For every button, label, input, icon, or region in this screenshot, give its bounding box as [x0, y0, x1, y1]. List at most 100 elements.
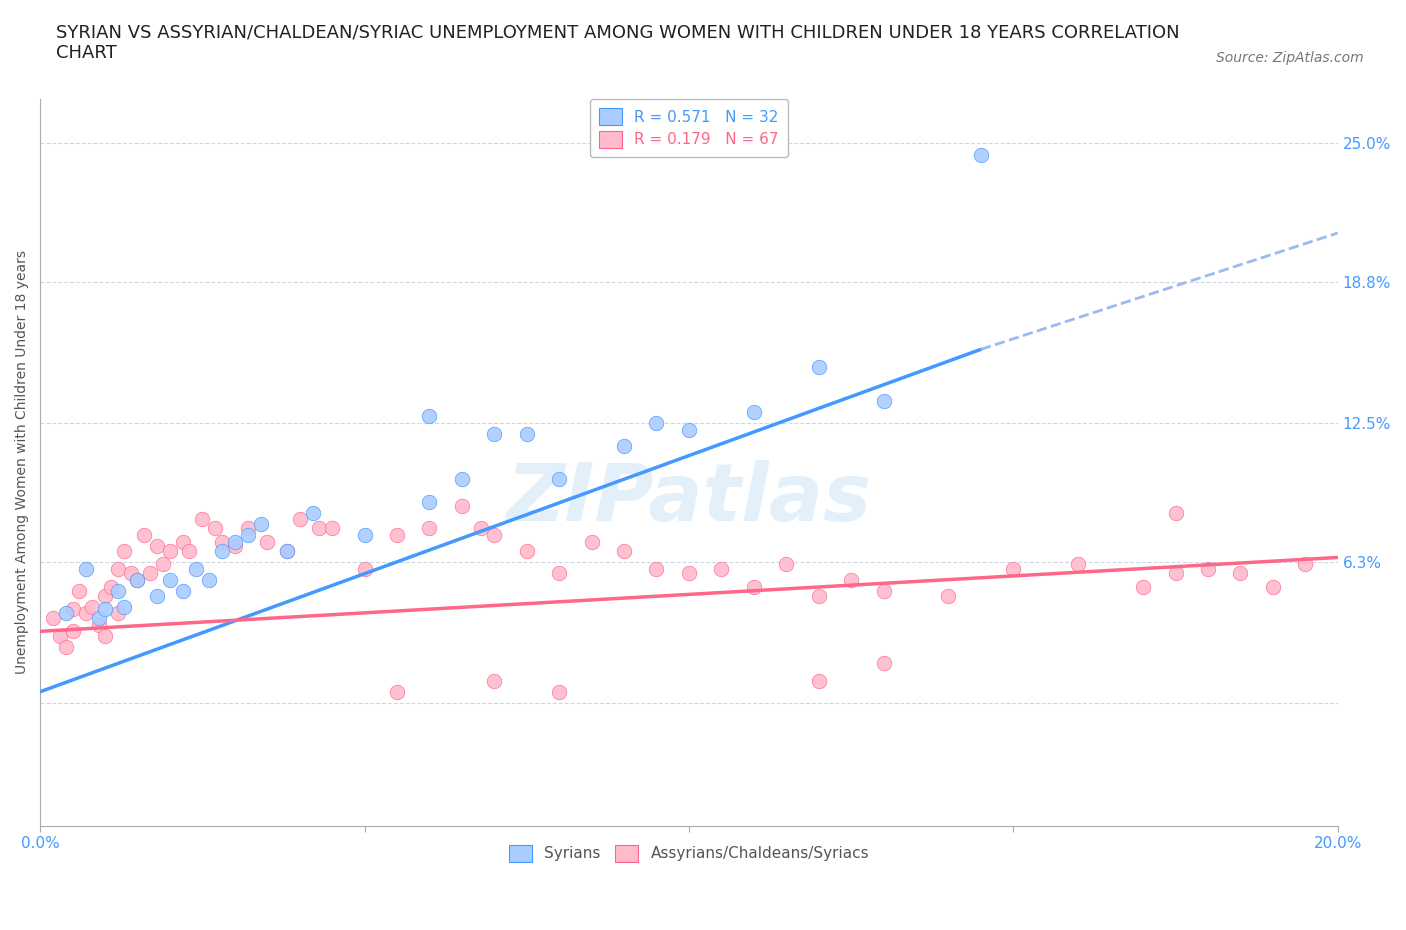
- Point: [807, 360, 830, 375]
- Point: [159, 572, 181, 587]
- Point: [321, 521, 343, 536]
- Point: [470, 521, 492, 536]
- Point: [353, 561, 375, 576]
- Point: [211, 543, 233, 558]
- Point: [710, 561, 733, 576]
- Point: [645, 561, 668, 576]
- Point: [1294, 557, 1316, 572]
- Point: [224, 538, 246, 553]
- Point: [107, 561, 129, 576]
- Point: [107, 606, 129, 621]
- Point: [127, 572, 149, 587]
- Point: [1132, 579, 1154, 594]
- Point: [484, 527, 506, 542]
- Point: [107, 584, 129, 599]
- Point: [159, 543, 181, 558]
- Point: [742, 405, 765, 419]
- Point: [80, 599, 103, 614]
- Legend: Syrians, Assyrians/Chaldeans/Syriacs: Syrians, Assyrians/Chaldeans/Syriacs: [501, 837, 877, 870]
- Point: [191, 512, 214, 527]
- Point: [872, 393, 894, 408]
- Point: [55, 640, 77, 655]
- Point: [1229, 565, 1251, 580]
- Point: [678, 422, 700, 437]
- Point: [613, 438, 636, 453]
- Y-axis label: Unemployment Among Women with Children Under 18 years: Unemployment Among Women with Children U…: [15, 250, 30, 674]
- Point: [75, 561, 97, 576]
- Point: [418, 409, 440, 424]
- Point: [75, 606, 97, 621]
- Point: [450, 498, 472, 513]
- Point: [236, 527, 259, 542]
- Point: [62, 624, 84, 639]
- Point: [94, 588, 117, 603]
- Text: SYRIAN VS ASSYRIAN/CHALDEAN/SYRIAC UNEMPLOYMENT AMONG WOMEN WITH CHILDREN UNDER : SYRIAN VS ASSYRIAN/CHALDEAN/SYRIAC UNEMP…: [56, 23, 1180, 62]
- Point: [308, 521, 330, 536]
- Point: [872, 584, 894, 599]
- Point: [418, 521, 440, 536]
- Point: [484, 427, 506, 442]
- Point: [1261, 579, 1284, 594]
- Point: [276, 543, 298, 558]
- Point: [94, 602, 117, 617]
- Point: [581, 535, 603, 550]
- Point: [146, 538, 169, 553]
- Point: [353, 527, 375, 542]
- Point: [55, 606, 77, 621]
- Point: [385, 684, 408, 699]
- Point: [87, 618, 110, 632]
- Point: [249, 516, 271, 531]
- Point: [548, 472, 571, 486]
- Point: [1164, 565, 1187, 580]
- Point: [139, 565, 162, 580]
- Point: [87, 610, 110, 625]
- Point: [839, 572, 862, 587]
- Point: [114, 599, 136, 614]
- Point: [516, 427, 538, 442]
- Point: [1067, 557, 1090, 572]
- Point: [42, 610, 65, 625]
- Point: [184, 561, 207, 576]
- Point: [385, 527, 408, 542]
- Point: [613, 543, 636, 558]
- Text: ZIPatlas: ZIPatlas: [506, 459, 872, 538]
- Point: [807, 673, 830, 688]
- Point: [678, 565, 700, 580]
- Point: [172, 535, 194, 550]
- Point: [450, 472, 472, 486]
- Point: [1002, 561, 1025, 576]
- Point: [938, 588, 960, 603]
- Point: [276, 543, 298, 558]
- Text: Source: ZipAtlas.com: Source: ZipAtlas.com: [1216, 51, 1364, 65]
- Point: [132, 527, 155, 542]
- Point: [152, 557, 174, 572]
- Point: [288, 512, 311, 527]
- Point: [548, 565, 571, 580]
- Point: [100, 579, 122, 594]
- Point: [146, 588, 169, 603]
- Point: [970, 147, 993, 162]
- Point: [204, 521, 226, 536]
- Point: [516, 543, 538, 558]
- Point: [67, 584, 90, 599]
- Point: [742, 579, 765, 594]
- Point: [301, 505, 323, 520]
- Point: [484, 673, 506, 688]
- Point: [548, 684, 571, 699]
- Point: [256, 535, 278, 550]
- Point: [236, 521, 259, 536]
- Point: [807, 588, 830, 603]
- Point: [645, 416, 668, 431]
- Point: [211, 535, 233, 550]
- Point: [127, 572, 149, 587]
- Point: [172, 584, 194, 599]
- Point: [224, 535, 246, 550]
- Point: [872, 656, 894, 671]
- Point: [48, 629, 70, 644]
- Point: [62, 602, 84, 617]
- Point: [120, 565, 142, 580]
- Point: [775, 557, 797, 572]
- Point: [1197, 561, 1219, 576]
- Point: [418, 494, 440, 509]
- Point: [198, 572, 221, 587]
